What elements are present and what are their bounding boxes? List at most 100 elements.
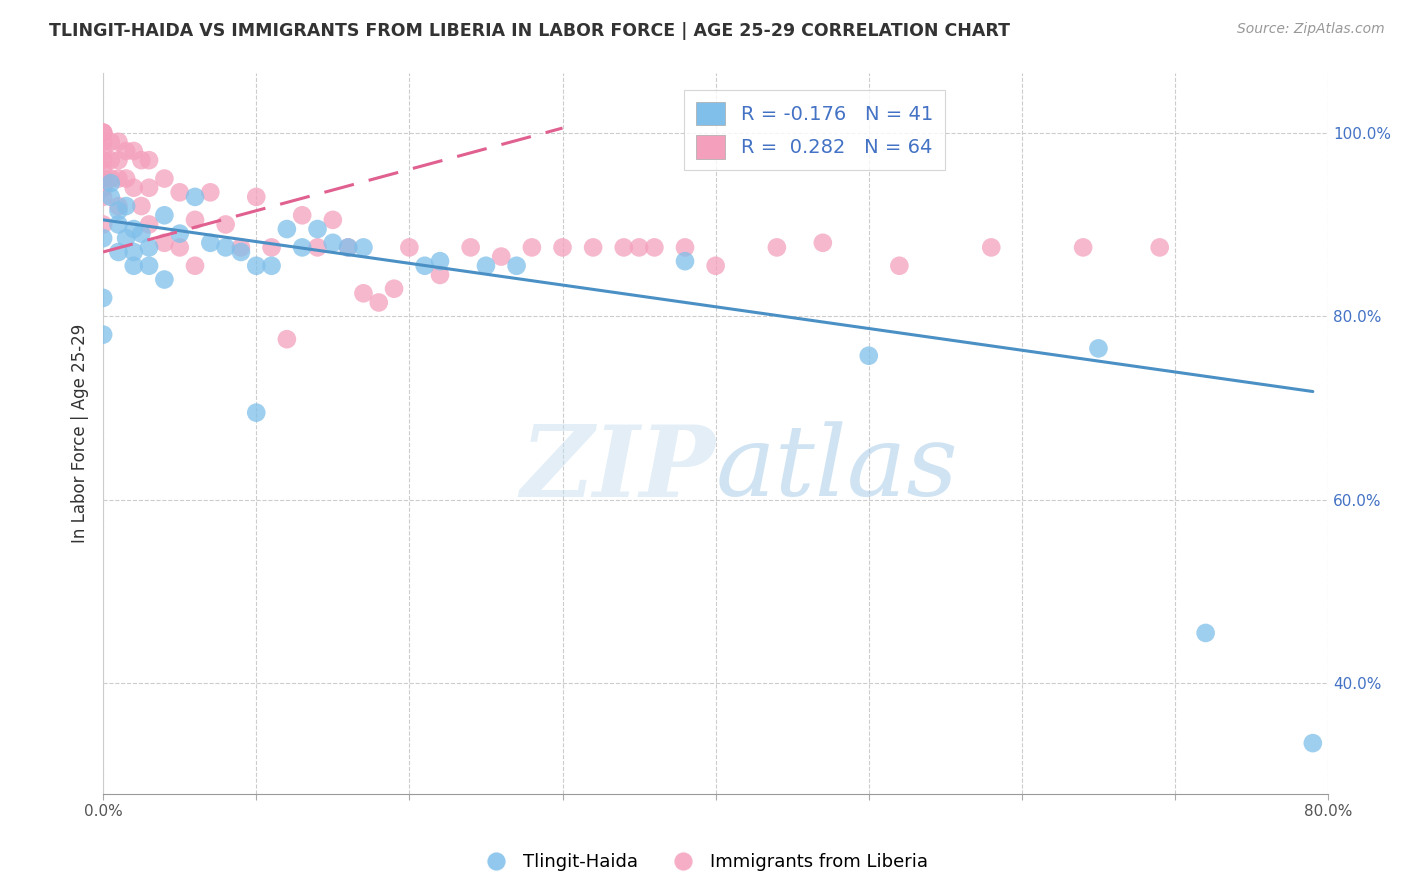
Point (107, 171, 129, 186)
Point (107, 203, 129, 218)
Point (91, 231, 114, 245)
Point (214, 218, 236, 232)
Point (200, 235, 222, 250)
Point (291, 240, 314, 254)
Point (91, 180, 114, 194)
Point (245, 259, 267, 273)
Point (245, 406, 267, 420)
Point (673, 240, 696, 254)
Point (184, 259, 207, 273)
Point (858, 349, 880, 363)
Point (276, 222, 298, 236)
Point (367, 295, 389, 310)
Point (107, 244, 129, 259)
Point (322, 212, 344, 227)
Point (91, 153, 114, 168)
Point (169, 186, 191, 200)
Point (122, 259, 145, 273)
Point (1194, 626, 1216, 640)
Point (322, 235, 344, 250)
Point (184, 212, 207, 227)
Point (889, 259, 911, 273)
Point (337, 240, 360, 254)
Point (100, 135, 122, 149)
Point (352, 240, 374, 254)
Point (91, 162, 114, 177)
Point (115, 171, 138, 186)
Point (138, 218, 160, 232)
Point (260, 259, 283, 273)
Point (245, 190, 267, 204)
Point (122, 180, 145, 194)
Point (138, 180, 160, 194)
Point (107, 135, 129, 149)
Point (505, 259, 527, 273)
Point (704, 259, 727, 273)
Point (337, 240, 360, 254)
Point (582, 240, 605, 254)
Point (131, 227, 153, 241)
Point (229, 240, 252, 254)
Point (169, 240, 191, 254)
Point (980, 240, 1002, 254)
Point (429, 268, 451, 282)
Point (673, 254, 696, 268)
Point (100, 171, 122, 186)
Point (122, 222, 145, 236)
Point (1149, 240, 1171, 254)
Point (429, 254, 451, 268)
Point (122, 144, 145, 158)
Point (276, 332, 298, 346)
Point (122, 244, 145, 259)
Legend: R = -0.176   N = 41, R =  0.282   N = 64: R = -0.176 N = 41, R = 0.282 N = 64 (685, 90, 945, 170)
Point (91, 327, 114, 342)
Point (91, 291, 114, 305)
Point (131, 199, 153, 213)
Point (138, 153, 160, 168)
Point (100, 176, 122, 190)
Point (115, 144, 138, 158)
Point (138, 259, 160, 273)
Text: atlas: atlas (716, 422, 959, 517)
Point (91, 171, 114, 186)
Point (613, 240, 636, 254)
Legend: Tlingit-Haida, Immigrants from Liberia: Tlingit-Haida, Immigrants from Liberia (471, 847, 935, 879)
Point (100, 190, 122, 204)
Point (91, 190, 114, 204)
Point (475, 259, 498, 273)
Point (153, 235, 176, 250)
Point (91, 126, 114, 140)
Point (91, 126, 114, 140)
Point (229, 244, 252, 259)
Point (138, 240, 160, 254)
Point (200, 186, 222, 200)
Point (153, 272, 176, 286)
Point (291, 208, 314, 222)
Point (307, 222, 329, 236)
Point (491, 250, 513, 264)
Point (91, 218, 114, 232)
Point (1302, 736, 1324, 750)
Point (1087, 342, 1109, 356)
Point (382, 282, 405, 296)
Point (520, 240, 543, 254)
Point (307, 240, 329, 254)
Point (153, 208, 176, 222)
Point (107, 199, 129, 213)
Text: ZIP: ZIP (520, 421, 716, 517)
Point (115, 231, 138, 245)
Point (107, 218, 129, 232)
Point (628, 240, 651, 254)
Point (91, 126, 114, 140)
Point (115, 199, 138, 213)
Point (107, 153, 129, 168)
Point (100, 153, 122, 168)
Point (131, 153, 153, 168)
Point (460, 240, 482, 254)
Point (260, 240, 283, 254)
Point (91, 135, 114, 149)
Point (352, 286, 374, 301)
Point (153, 171, 176, 186)
Point (169, 227, 191, 241)
Point (766, 240, 789, 254)
